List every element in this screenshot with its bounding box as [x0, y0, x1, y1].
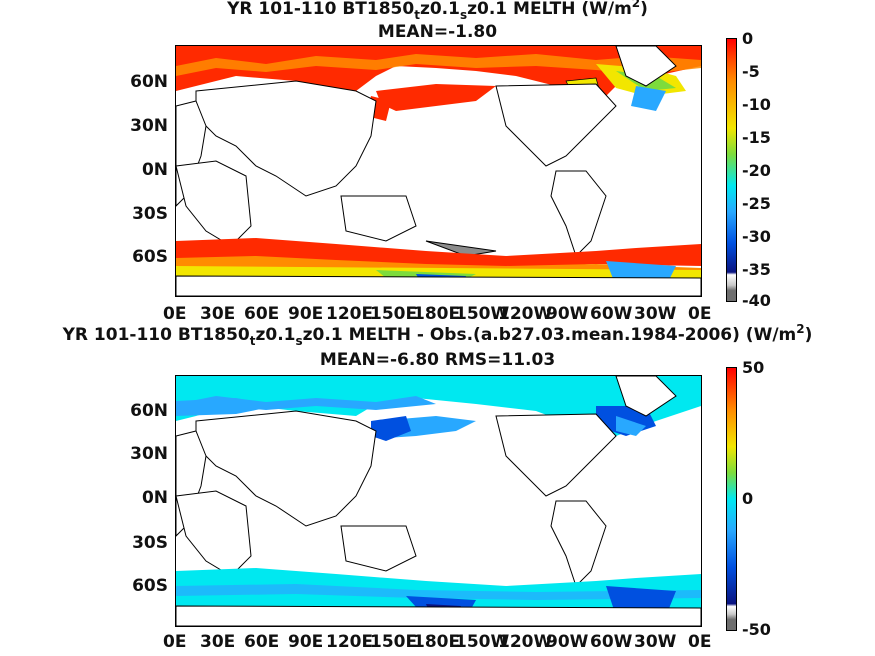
- panel1-cb-tick-1: -5: [742, 62, 760, 81]
- panel1-greenland: [615, 46, 677, 87]
- panel1-lat-60s: 60S: [132, 247, 168, 267]
- panel2-lat-60n: 60N: [130, 401, 168, 421]
- panel1-lon-90w: 90W: [546, 304, 589, 324]
- panel2-arctic-field: [176, 376, 701, 446]
- panel2-lon-150w: 150W: [455, 632, 510, 652]
- panel2-lon-180e: 180E: [413, 632, 461, 652]
- panel2-mean: MEAN=-6.80 RMS=11.03: [319, 350, 556, 370]
- panel1-lon-150e: 150E: [370, 304, 418, 324]
- panel2-title: YR 101-110 BT1850tz0.1sz0.1 MELTH - Obs.…: [62, 322, 813, 348]
- panel1-lon-0e-end: 0E: [688, 304, 712, 324]
- panel1-lon-180e: 180E: [413, 304, 461, 324]
- panel1-map-svg: [176, 46, 701, 296]
- panel2-okhotsk: [371, 416, 411, 441]
- panel2-cb-tick-1: 0: [742, 489, 754, 508]
- panel1-lon-30e: 30E: [200, 304, 236, 324]
- panel1-lon-120w: 120W: [498, 304, 553, 324]
- panel2-land: [176, 410, 617, 587]
- panel1-colorbar: [726, 38, 737, 302]
- panel1-antarctica: [176, 275, 701, 296]
- panel1-lat-0n: 0N: [141, 160, 168, 180]
- panel1-lon-60e: 60E: [244, 304, 280, 324]
- panel2-map-svg: [176, 376, 701, 626]
- panel1-arctic-orange: [176, 54, 701, 76]
- panel1-lat-60n: 60N: [130, 72, 168, 92]
- panel2-cb-tick-2: -50: [742, 620, 771, 639]
- panel2-colorbar: [726, 367, 737, 631]
- panel1-cb-tick-6: -30: [742, 227, 771, 246]
- panel1-lon-30w: 30W: [634, 304, 677, 324]
- panel2-lat-60s: 60S: [132, 576, 168, 596]
- panel2-lon-60e: 60E: [244, 632, 280, 652]
- panel1-lon-0e: 0E: [163, 304, 187, 324]
- panel2-lon-90e: 90E: [288, 632, 324, 652]
- panel1-cb-tick-8: -40: [742, 291, 771, 310]
- panel1-southern-yellow: [176, 266, 701, 278]
- panel1-lon-150w: 150W: [455, 304, 510, 324]
- panel2-lat-30n: 30N: [130, 444, 168, 464]
- panel2-lon-0e: 0E: [163, 632, 187, 652]
- panel2-southern-light: [176, 584, 701, 600]
- panel1-lon-120e: 120E: [326, 304, 374, 324]
- panel2-lon-90w: 90W: [546, 632, 589, 652]
- panel1-title: YR 101-110 BT1850tz0.1sz0.1 MELTH (W/m2): [227, 0, 648, 22]
- panel1-lon-90e: 90E: [288, 304, 324, 324]
- panel1-cb-tick-5: -25: [742, 194, 771, 213]
- panel1-land: [176, 80, 617, 257]
- panel2-lon-60w: 60W: [590, 632, 633, 652]
- panel1-map: [175, 45, 702, 297]
- panel2-lat-30s: 30S: [132, 533, 168, 553]
- panel1-cb-tick-7: -35: [742, 260, 771, 279]
- panel1-southern-red: [176, 238, 701, 268]
- panel2-lon-30w: 30W: [634, 632, 677, 652]
- panel1-cb-tick-3: -15: [742, 128, 771, 147]
- panel2-lon-150e: 150E: [370, 632, 418, 652]
- panel2-antarctica: [176, 605, 701, 626]
- panel2-lon-120e: 120E: [326, 632, 374, 652]
- panel2-map: [175, 375, 702, 627]
- panel1-cb-tick-0: 0: [742, 29, 754, 48]
- panel1-pacific-north: [376, 84, 496, 111]
- panel1-lat-30s: 30S: [132, 204, 168, 224]
- panel2-lat-0n: 0N: [141, 488, 168, 508]
- panel1-baffin-cold: [631, 86, 666, 111]
- panel1-lon-60w: 60W: [590, 304, 633, 324]
- panel2-labrador: [616, 416, 646, 436]
- panel2-lon-120w: 120W: [498, 632, 553, 652]
- panel1-cb-tick-4: -20: [742, 161, 771, 180]
- panel1-mean: MEAN=-1.80: [377, 22, 498, 42]
- panel2-kara-barents: [176, 398, 276, 416]
- panel2-lon-30e: 30E: [200, 632, 236, 652]
- panel1-cb-tick-2: -10: [742, 95, 771, 114]
- panel2-cb-tick-0: 50: [742, 358, 765, 377]
- panel2-lon-0e-end: 0E: [688, 632, 712, 652]
- panel1-lat-30n: 30N: [130, 116, 168, 136]
- panel2-greenland: [615, 376, 677, 417]
